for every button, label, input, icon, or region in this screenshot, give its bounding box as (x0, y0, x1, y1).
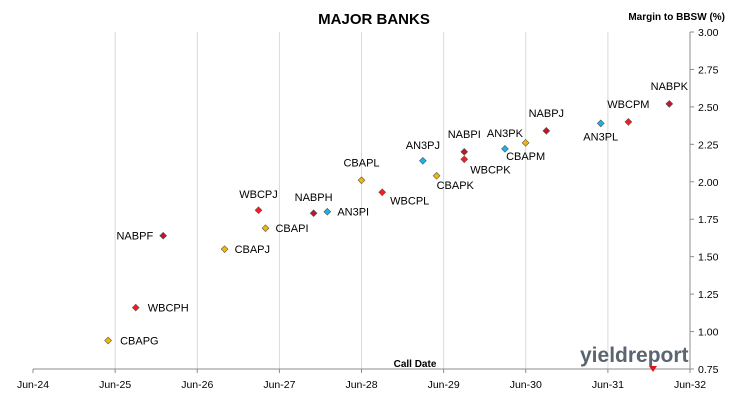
data-point-cbapm (521, 139, 530, 147)
data-point-nabpf (159, 231, 168, 240)
x-tick-label: Jun-31 (592, 379, 624, 391)
data-point-an3pi (323, 207, 332, 216)
data-label-cbapj: CBAPJ (235, 244, 270, 256)
chart-title: MAJOR BANKS (318, 11, 430, 28)
data-label-wbcpk: WBCPK (470, 164, 511, 176)
data-label-nabph: NABPH (295, 192, 333, 204)
data-label-wbcph: WBCPH (148, 303, 189, 315)
data-label-an3pk: AN3PK (487, 128, 524, 140)
logo-wordmark: yieldreport (580, 344, 689, 367)
data-point-wbcpl (378, 188, 387, 197)
data-label-an3pj: AN3PJ (406, 140, 440, 152)
data-label-cbapk: CBAPK (437, 180, 475, 192)
data-point-wbcph (131, 303, 140, 312)
data-point-cbapi (261, 224, 270, 233)
data-point-wbcpj (254, 206, 263, 215)
x-tick-label: Jun-28 (345, 379, 377, 391)
data-points: NABPF NABPH NABPI NABPJ NABPK WBCPH WBCPJ WBCPL… (104, 81, 689, 348)
data-label-nabpj: NABPJ (529, 108, 564, 120)
data-point-cbapg (104, 336, 112, 345)
data-point-an3pk (501, 145, 509, 153)
x-tick-label: Jun-29 (428, 379, 460, 391)
data-point-nabph (309, 209, 318, 218)
x-tick-label: Jun-32 (674, 379, 706, 391)
x-tick-label: Jun-24 (17, 379, 49, 391)
x-tick-label: Jun-26 (181, 379, 213, 391)
data-label-nabpf: NABPF (116, 231, 153, 243)
y-tick-label: 1.25 (698, 289, 719, 301)
data-point-nabpi (460, 147, 469, 156)
data-label-cbapi: CBAPI (275, 223, 308, 235)
data-point-an3pl (596, 119, 605, 128)
data-label-wbcpj: WBCPJ (239, 189, 278, 201)
data-point-wbcpk (460, 155, 469, 164)
y-tick-label: 3.00 (698, 27, 719, 39)
data-point-an3pj (419, 156, 427, 165)
data-point-cbapj (220, 245, 229, 254)
data-label-an3pi: AN3PI (337, 207, 369, 219)
data-label-nabpk: NABPK (651, 81, 689, 93)
data-point-nabpj (542, 127, 551, 135)
y-tick-label: 2.50 (698, 102, 719, 114)
data-point-cbapl (357, 176, 366, 185)
y-tick-label: 1.50 (698, 252, 719, 264)
data-label-an3pl: AN3PL (583, 131, 618, 143)
y-tick-label: 2.75 (698, 64, 719, 76)
data-label-cbapg: CBAPG (120, 336, 159, 348)
y-axis-ticks: 0.75 1.00 1.25 1.50 1.75 2.00 2.25 2.50 2.75 3.00 (690, 27, 719, 376)
y-tick-label: 2.00 (698, 177, 719, 189)
x-tick-label: Jun-25 (99, 379, 131, 391)
data-label-cbapm: CBAPM (506, 151, 545, 163)
data-point-cbapk (432, 171, 441, 180)
logo-triangle-icon (649, 366, 657, 372)
y-tick-label: 0.75 (698, 364, 719, 376)
data-point-wbcpm (624, 118, 633, 126)
data-label-wbcpm: WBCPM (607, 99, 649, 111)
x-axis-title: Call Date (394, 359, 437, 370)
y-tick-label: 2.25 (698, 139, 719, 151)
x-tick-label: Jun-30 (510, 379, 542, 391)
data-label-cbapl: CBAPL (343, 157, 379, 169)
yieldreport-logo: yieldreport (580, 344, 689, 372)
x-tick-label: Jun-27 (263, 379, 295, 391)
y-tick-label: 1.00 (698, 327, 719, 339)
y-tick-label: 1.75 (698, 214, 719, 226)
y-axis-title: Margin to BBSW (%) (628, 12, 725, 23)
data-label-nabpi: NABPI (448, 129, 481, 141)
x-axis-ticks: Jun-24 Jun-25 Jun-26 Jun-27 Jun-28 Jun-29 Jun-… (17, 369, 706, 391)
data-point-nabpk (665, 100, 674, 108)
data-label-wbcpl: WBCPL (390, 195, 429, 207)
